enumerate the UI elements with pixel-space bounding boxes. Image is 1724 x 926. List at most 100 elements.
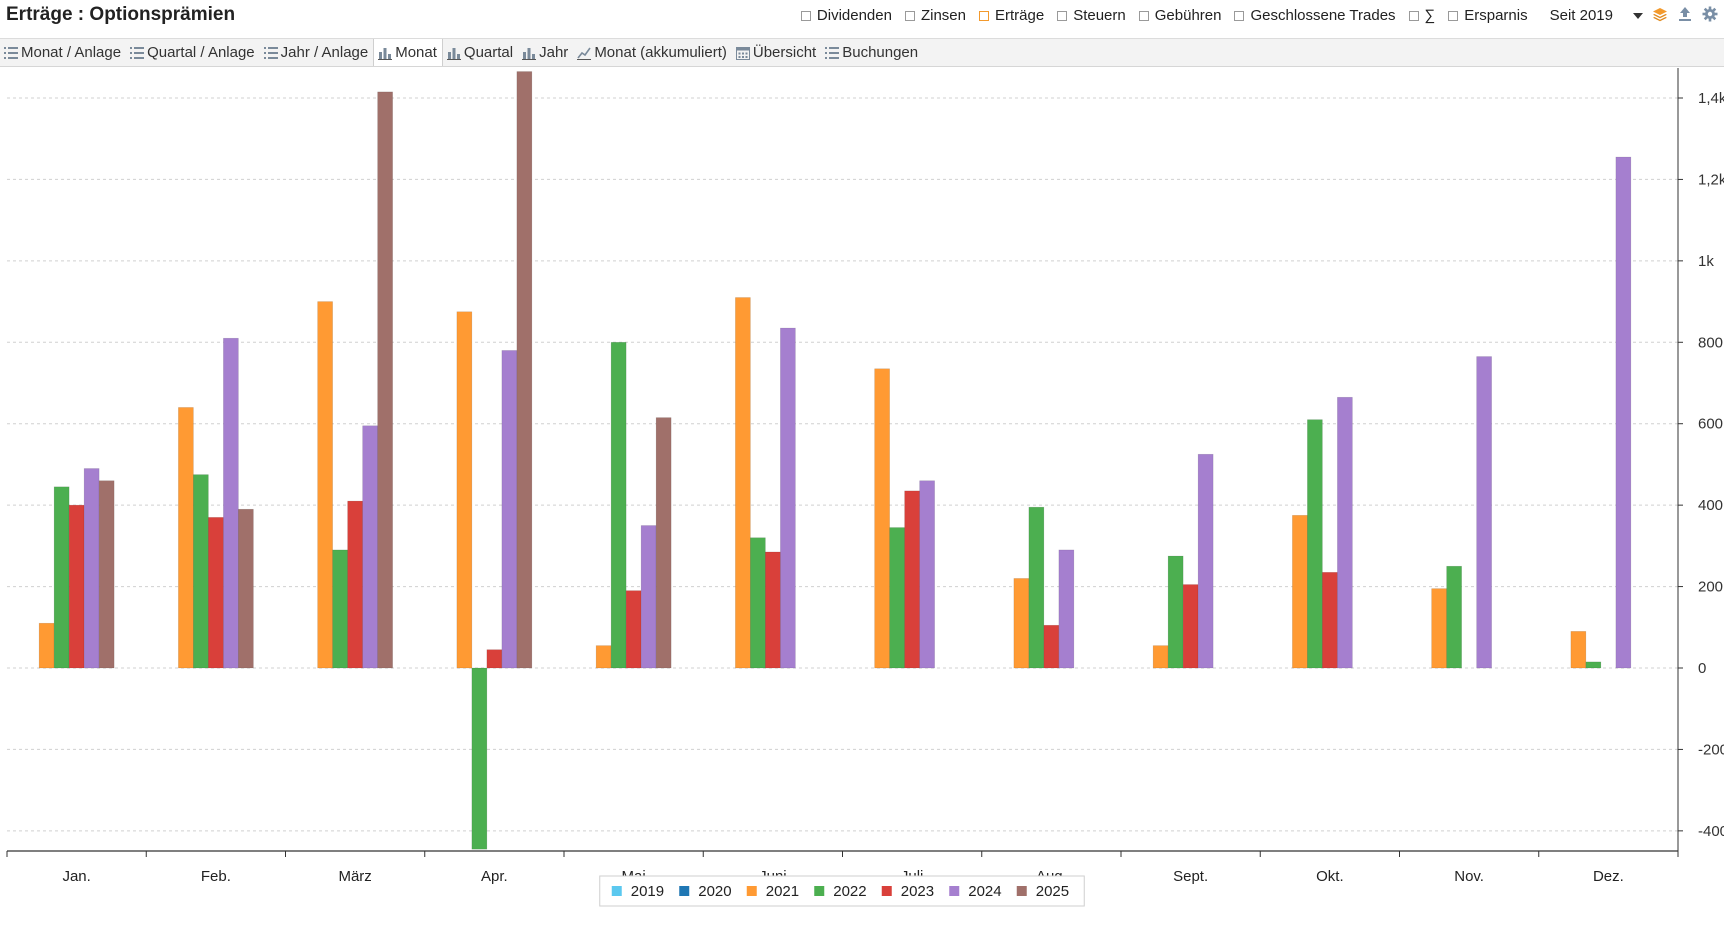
bar-2022-Aug.[interactable] xyxy=(1028,506,1045,669)
legend-label-2022[interactable]: 2022 xyxy=(833,883,866,900)
legend-label-2020[interactable]: 2020 xyxy=(698,883,731,900)
legend-swatch-2025[interactable] xyxy=(1016,886,1027,896)
bar-2022-Mai[interactable] xyxy=(610,341,627,669)
bar-2023-Apr.[interactable] xyxy=(486,649,503,669)
bar-2021-März[interactable] xyxy=(317,301,333,669)
legend-swatch-2021[interactable] xyxy=(746,886,757,896)
bar-2021-Dez.[interactable] xyxy=(1570,631,1587,669)
bar-2025-Jan.[interactable] xyxy=(98,480,115,669)
filter-label: Zinsen xyxy=(920,7,966,24)
tab-monat-akkumuliert[interactable]: Monat (akkumuliert) xyxy=(573,39,732,66)
tab-jahr-anlage[interactable]: Jahr / Anlage xyxy=(260,39,374,66)
y-tick-label: 400 xyxy=(1698,497,1723,514)
bar-2023-Jan.[interactable] xyxy=(68,504,85,669)
chevron-down-icon[interactable] xyxy=(1633,12,1643,19)
bar-2023-Aug.[interactable] xyxy=(1043,624,1060,669)
bar-2023-Mai[interactable] xyxy=(625,590,642,669)
bar-2021-Juni[interactable] xyxy=(735,297,751,669)
bar-2022-Sept.[interactable] xyxy=(1167,555,1184,669)
tab-quartal-anlage[interactable]: Quartal / Anlage xyxy=(126,39,260,66)
tab-uebersicht[interactable]: Übersicht xyxy=(732,39,821,66)
bar-2025-März[interactable] xyxy=(377,91,393,669)
bar-2022-Nov.[interactable] xyxy=(1446,565,1462,669)
bar-2023-Feb.[interactable] xyxy=(208,517,224,669)
x-tick-label: März xyxy=(338,868,371,885)
checkbox-icon[interactable] xyxy=(904,10,915,21)
bar-2021-Mai[interactable] xyxy=(595,645,612,669)
filter-sum[interactable]: ∑ xyxy=(1408,7,1435,24)
bar-2024-Sept.[interactable] xyxy=(1197,453,1214,669)
legend-swatch-2019[interactable] xyxy=(611,886,622,896)
bar-2022-März[interactable] xyxy=(332,549,348,669)
filter-steuern[interactable]: Steuern xyxy=(1057,7,1126,24)
tab-quartal[interactable]: Quartal xyxy=(443,39,518,66)
bar-2021-Apr.[interactable] xyxy=(456,311,473,669)
bar-2021-Sept.[interactable] xyxy=(1152,645,1169,669)
bar-2023-Juni[interactable] xyxy=(765,551,781,669)
legend-swatch-2023[interactable] xyxy=(881,886,892,896)
bar-2022-Dez.[interactable] xyxy=(1585,661,1602,669)
checkbox-icon[interactable] xyxy=(1408,10,1419,21)
tab-monat[interactable]: Monat xyxy=(373,39,443,66)
filter-dividenden[interactable]: Dividenden xyxy=(800,7,892,24)
bar-2025-Mai[interactable] xyxy=(655,417,672,669)
bar-2024-Feb.[interactable] xyxy=(223,337,239,669)
bar-2024-Aug.[interactable] xyxy=(1058,549,1075,669)
filter-geschlossene-trades[interactable]: Geschlossene Trades xyxy=(1234,7,1396,24)
legend-label-2025[interactable]: 2025 xyxy=(1036,883,1069,900)
legend-label-2024[interactable]: 2024 xyxy=(968,883,1001,900)
checkbox-icon[interactable] xyxy=(1057,10,1068,21)
legend-label-2023[interactable]: 2023 xyxy=(901,883,934,900)
legend-swatch-2022[interactable] xyxy=(814,886,825,896)
bar-2024-Juni[interactable] xyxy=(780,327,796,669)
bar-2024-Nov.[interactable] xyxy=(1476,356,1492,669)
bar-2024-Dez.[interactable] xyxy=(1615,156,1632,669)
bar-2022-Feb.[interactable] xyxy=(193,474,209,669)
bar-2022-Jan.[interactable] xyxy=(53,486,70,669)
bar-2023-März[interactable] xyxy=(347,500,363,669)
bar-2021-Feb.[interactable] xyxy=(178,407,194,669)
legend-swatch-2024[interactable] xyxy=(949,886,960,896)
tab-jahr[interactable]: Jahr xyxy=(518,39,573,66)
x-tick-label: Apr. xyxy=(481,868,508,885)
bar-2022-Juni[interactable] xyxy=(750,537,766,669)
bar-2024-Juli[interactable] xyxy=(919,480,935,669)
bar-2021-Juli[interactable] xyxy=(874,368,890,669)
bar-2024-Okt.[interactable] xyxy=(1337,396,1353,669)
legend-swatch-2020[interactable] xyxy=(679,886,690,896)
layers-icon[interactable] xyxy=(1652,6,1668,25)
checkbox-icon[interactable] xyxy=(1138,10,1149,21)
filter-zinsen[interactable]: Zinsen xyxy=(904,7,966,24)
bar-2023-Sept.[interactable] xyxy=(1182,584,1199,669)
bar-2021-Aug.[interactable] xyxy=(1013,578,1030,669)
bar-2022-Okt.[interactable] xyxy=(1307,419,1323,669)
bar-2022-Juli[interactable] xyxy=(889,527,905,669)
filter-gebuehren[interactable]: Gebühren xyxy=(1138,7,1221,24)
gear-icon[interactable] xyxy=(1702,6,1718,25)
bar-2024-Mai[interactable] xyxy=(640,525,657,669)
checkbox-icon[interactable] xyxy=(1448,10,1459,21)
bar-2025-Apr.[interactable] xyxy=(516,71,533,669)
tab-buchungen[interactable]: Buchungen xyxy=(821,39,923,66)
checkbox-checked-icon[interactable] xyxy=(979,10,989,21)
bar-2021-Jan.[interactable] xyxy=(38,622,55,669)
tab-label: Buchungen xyxy=(842,44,919,61)
tab-monat-anlage[interactable]: Monat / Anlage xyxy=(0,39,126,66)
bar-2023-Juli[interactable] xyxy=(904,490,920,669)
export-icon[interactable] xyxy=(1677,6,1693,25)
bar-2025-Feb.[interactable] xyxy=(238,508,254,669)
bar-2024-Jan.[interactable] xyxy=(83,468,100,669)
checkbox-icon[interactable] xyxy=(800,10,811,21)
legend-label-2019[interactable]: 2019 xyxy=(631,883,664,900)
bar-2022-Apr.[interactable] xyxy=(471,667,488,850)
bar-2021-Nov.[interactable] xyxy=(1431,588,1447,669)
filter-ersparnis[interactable]: Ersparnis xyxy=(1448,7,1528,24)
bar-2024-März[interactable] xyxy=(362,425,378,669)
checkbox-icon[interactable] xyxy=(1234,10,1245,21)
legend-label-2021[interactable]: 2021 xyxy=(766,883,799,900)
filter-ertraege[interactable]: Erträge xyxy=(979,7,1044,24)
period-dropdown[interactable]: Seit 2019 xyxy=(1550,7,1643,24)
bar-2021-Okt.[interactable] xyxy=(1292,515,1308,669)
bar-2023-Okt.[interactable] xyxy=(1322,572,1338,669)
bar-2024-Apr.[interactable] xyxy=(501,350,518,669)
